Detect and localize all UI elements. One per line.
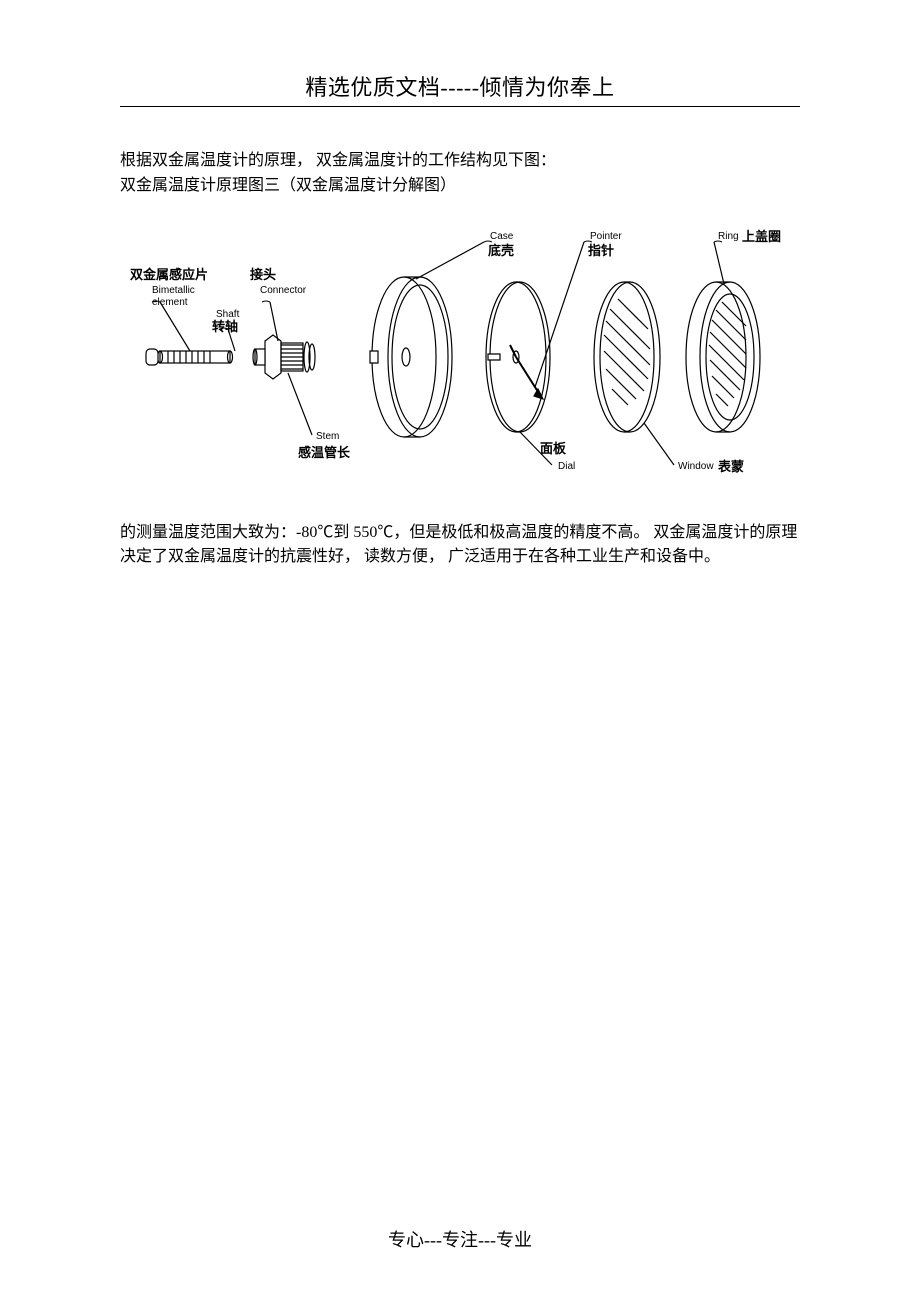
summary-text: 的测量温度范围大致为：-80℃到 550℃，但是极低和极高温度的精度不高。 双金… bbox=[120, 521, 800, 571]
label-ring-en: Ring bbox=[718, 231, 739, 242]
label-pointer-cn: 指针 bbox=[588, 243, 614, 258]
footer-text: 专心---专注---专业 bbox=[0, 1226, 920, 1252]
stem-part bbox=[146, 349, 233, 365]
label-shaft-cn: 转轴 bbox=[212, 319, 238, 334]
label-connector-cn: 接头 bbox=[250, 267, 276, 282]
label-stem-cn: 感温管长 bbox=[298, 445, 351, 460]
header-title: 精选优质文档-----倾情为你奉上 bbox=[120, 70, 800, 102]
label-case-cn: 底壳 bbox=[488, 243, 514, 258]
label-dial-en: Dial bbox=[558, 461, 575, 472]
exploded-diagram: 双金属感应片 Bimetallic element 接头 Connector S… bbox=[120, 217, 800, 487]
label-ring-cn: 上盖圈 bbox=[742, 229, 781, 244]
label-connector-en: Connector bbox=[260, 285, 307, 296]
connector-part bbox=[253, 335, 315, 379]
label-window-cn: 表蒙 bbox=[717, 459, 744, 474]
intro-line-2: 双金属温度计原理图三（双金属温度计分解图） bbox=[120, 174, 800, 199]
case-part bbox=[370, 277, 452, 437]
label-bimetallic-cn: 双金属感应片 bbox=[130, 267, 208, 282]
label-bimetallic-en1: Bimetallic bbox=[152, 285, 195, 296]
ring-part bbox=[686, 282, 760, 432]
intro-line-1: 根据双金属温度计的原理， 双金属温度计的工作结构见下图： bbox=[120, 149, 800, 174]
label-window-en: Window bbox=[678, 461, 714, 472]
intro-text: 根据双金属温度计的原理， 双金属温度计的工作结构见下图： 双金属温度计原理图三（… bbox=[120, 149, 800, 199]
header-rule bbox=[120, 106, 800, 107]
pointer-part bbox=[510, 345, 543, 399]
page: 精选优质文档-----倾情为你奉上 根据双金属温度计的原理， 双金属温度计的工作… bbox=[0, 0, 920, 1302]
label-stem-en: Stem bbox=[316, 431, 339, 442]
label-pointer-en: Pointer bbox=[590, 231, 622, 242]
window-part bbox=[594, 282, 660, 432]
label-dial-cn: 面板 bbox=[540, 441, 567, 456]
label-bimetallic-en2: element bbox=[152, 297, 188, 308]
dial-part bbox=[486, 282, 550, 432]
label-case-en: Case bbox=[490, 231, 514, 242]
diagram-svg: 双金属感应片 Bimetallic element 接头 Connector S… bbox=[120, 217, 800, 487]
